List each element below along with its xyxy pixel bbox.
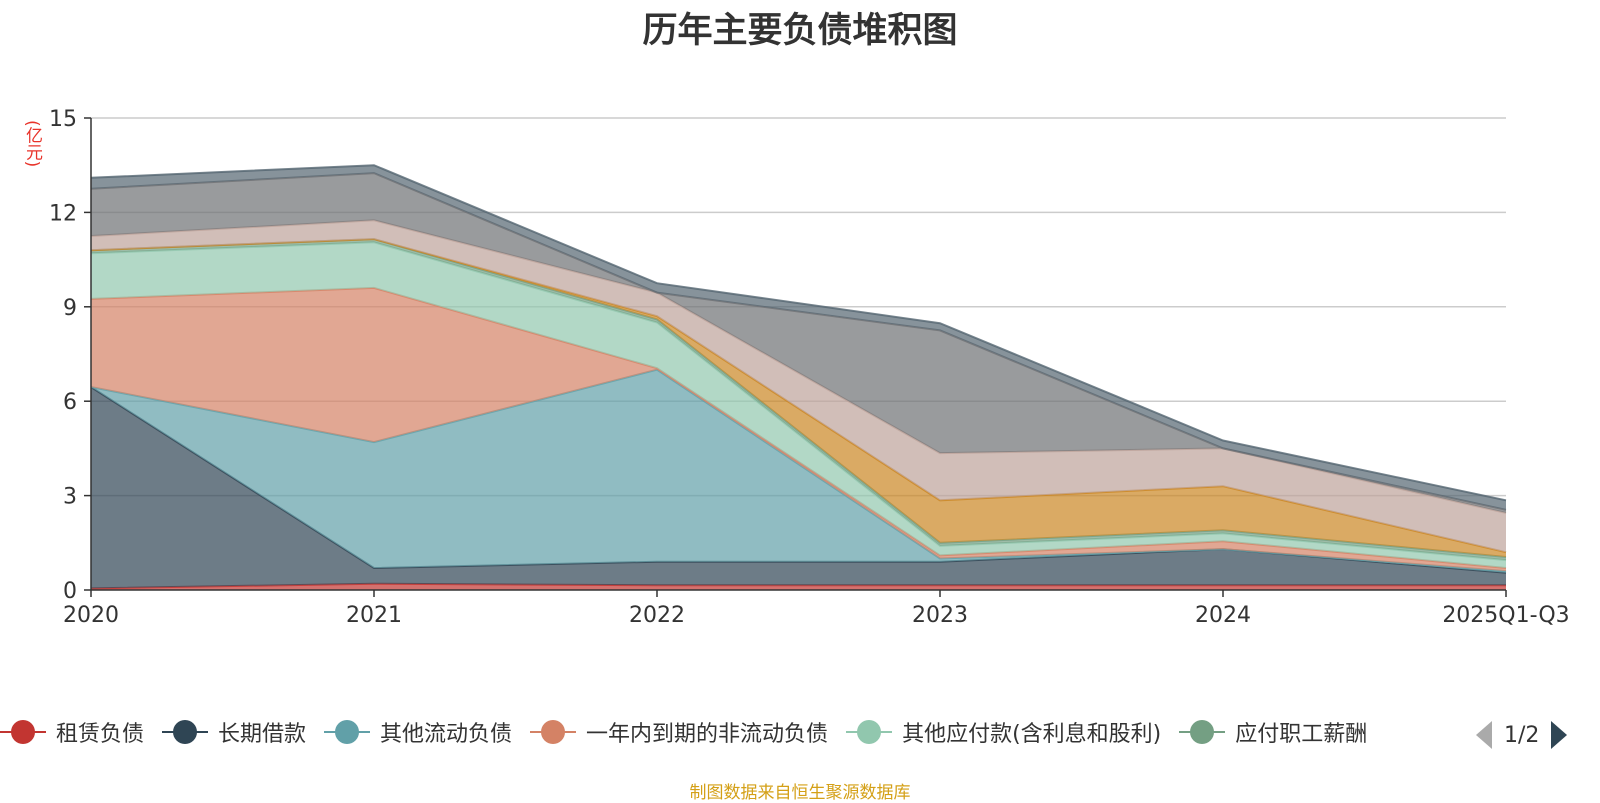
x-tick-label: 2022 (629, 603, 685, 628)
data-source-note: 制图数据来自恒生聚源数据库 (689, 783, 911, 803)
legend-item[interactable]: 其他应付款(含利息和股利) (846, 716, 1161, 748)
area-series-8[interactable] (91, 173, 1506, 513)
area-series-4[interactable] (91, 242, 1506, 569)
y-tick-label: 6 (63, 390, 77, 415)
y-tick-label: 15 (49, 107, 77, 132)
area-series-7[interactable] (91, 220, 1506, 553)
legend-item[interactable]: 一年内到期的非流动负债 (530, 716, 828, 748)
legend-item-label: 其他流动负债 (380, 722, 513, 747)
legend-marker-icon (324, 719, 371, 745)
legend-marker-icon (530, 719, 577, 745)
x-tick-label: 2024 (1195, 603, 1251, 628)
legend-item-label: 长期借款 (218, 722, 307, 747)
y-tick-label: 3 (63, 485, 77, 510)
area-series-2[interactable] (91, 369, 1506, 573)
legend-item-label: 租赁负债 (56, 722, 145, 747)
y-tick-label: 9 (63, 296, 77, 321)
chart-legend: 租赁负债 长期借款 其他流动负债 一年内到期的非流动负债 其他应付款(含利息和股利) 应付… (0, 716, 1480, 750)
x-tick-label: 2023 (912, 603, 968, 628)
legend-item[interactable]: 租赁负债 (0, 716, 144, 748)
x-tick-label: 2020 (63, 603, 119, 628)
legend-marker-icon (846, 719, 893, 745)
legend-item[interactable]: 其他流动负债 (324, 716, 512, 748)
area-series-3[interactable] (91, 287, 1506, 572)
legend-item[interactable]: 长期借款 (162, 716, 306, 748)
legend-marker-icon (162, 719, 209, 745)
legend-item-label: 一年内到期的非流动负债 (586, 722, 829, 747)
legend-marker-icon (1179, 719, 1226, 745)
legend-marker-icon (0, 719, 46, 745)
legend-item-label: 其他应付款(含利息和股利) (902, 722, 1162, 747)
area-series-9[interactable] (91, 165, 1506, 510)
legend-item[interactable]: 应付职工薪酬 (1179, 716, 1367, 748)
area-series-line-9 (90, 164, 1507, 502)
legend-next-icon[interactable] (1551, 721, 1568, 749)
axes: 0 3 6 9 12 15 2020 2021 2022 2023 2024 2025Q1-Q3 (49, 107, 1570, 628)
area-series-0[interactable] (91, 583, 1506, 590)
legend-prev-icon[interactable] (1476, 721, 1492, 749)
legend-pager: 1/2 (1476, 718, 1568, 752)
y-axis-unit-label: (亿元) (22, 120, 42, 168)
y-tick-label: 12 (49, 201, 77, 226)
x-tick-label: 2021 (346, 603, 402, 628)
legend-item-label: 应付职工薪酬 (1235, 722, 1368, 747)
area-series-1[interactable] (91, 387, 1506, 589)
legend-page-indicator: 1/2 (1504, 722, 1540, 748)
area-series (90, 164, 1507, 590)
x-tick-label: 2025Q1-Q3 (1442, 603, 1569, 628)
y-tick-label: 0 (63, 579, 77, 604)
chart-title: 历年主要负债堆积图 (642, 11, 958, 51)
area-series-6[interactable] (91, 239, 1506, 557)
